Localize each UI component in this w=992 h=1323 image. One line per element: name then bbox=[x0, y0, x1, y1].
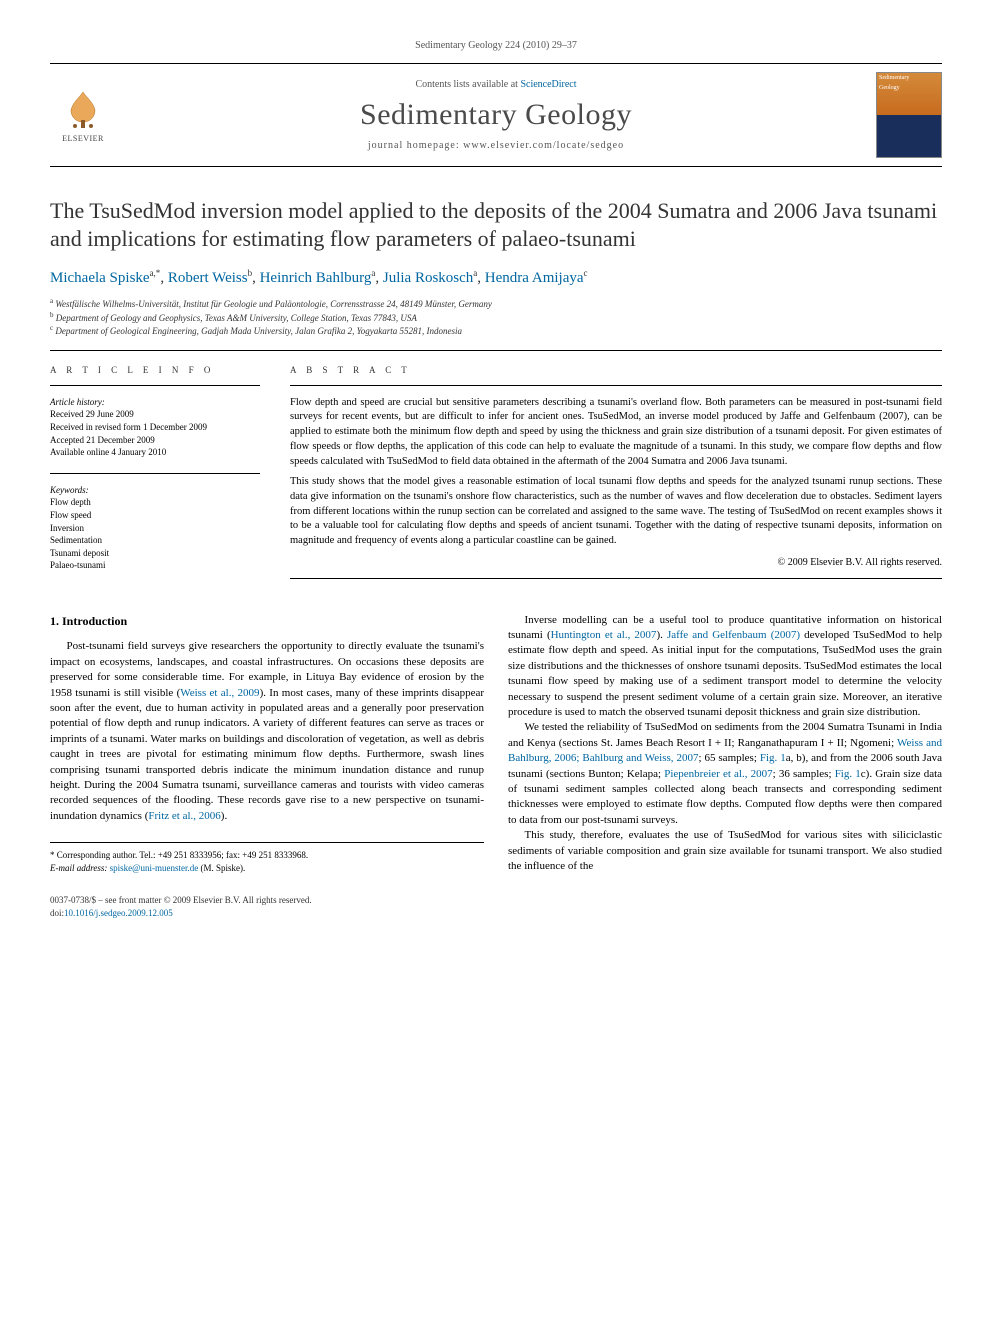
citation-link[interactable]: Weiss et al., 2009 bbox=[180, 687, 259, 699]
citation-link[interactable]: Piepenbreier et al., 2007 bbox=[664, 768, 772, 780]
body-para: This study, therefore, evaluates the use… bbox=[508, 828, 942, 874]
figure-link[interactable]: Fig. 1 bbox=[835, 768, 861, 780]
elsevier-logo: ELSEVIER bbox=[50, 79, 116, 151]
homepage-prefix: journal homepage: bbox=[368, 140, 463, 151]
doi-link[interactable]: 10.1016/j.sedgeo.2009.12.005 bbox=[64, 908, 173, 918]
author-link[interactable]: Julia Roskosch bbox=[383, 270, 473, 286]
homepage-line: journal homepage: www.elsevier.com/locat… bbox=[132, 140, 860, 151]
t: ). In most cases, many of these imprints… bbox=[50, 687, 484, 822]
abstract-para: This study shows that the model gives a … bbox=[290, 475, 942, 548]
corresponding-author-footnote: * Corresponding author. Tel.: +49 251 83… bbox=[50, 842, 484, 874]
article-page: Sedimentary Geology 224 (2010) 29–37 ELS… bbox=[0, 0, 992, 960]
section-heading: 1. Introduction bbox=[50, 613, 484, 630]
cover-label-bottom: Geology bbox=[877, 83, 941, 93]
author-marks: c bbox=[584, 268, 588, 278]
page-footer: 0037-0738/$ – see front matter © 2009 El… bbox=[50, 894, 942, 919]
abstract-copyright: © 2009 Elsevier B.V. All rights reserved… bbox=[290, 557, 942, 568]
t: developed TsuSedMod to help estimate flo… bbox=[508, 629, 942, 718]
elsevier-wordmark: ELSEVIER bbox=[62, 134, 104, 143]
affil-mark: a bbox=[50, 297, 53, 305]
author-marks: a bbox=[473, 268, 477, 278]
citation-link[interactable]: Fritz et al., 2006 bbox=[148, 810, 220, 822]
masthead: ELSEVIER Contents lists available at Sci… bbox=[50, 64, 942, 166]
author-link[interactable]: Heinrich Bahlburg bbox=[260, 270, 372, 286]
abstract-para: Flow depth and speed are crucial but sen… bbox=[290, 396, 942, 469]
keywords-label: Keywords: bbox=[50, 484, 260, 497]
author-link[interactable]: Robert Weiss bbox=[168, 270, 248, 286]
rule bbox=[290, 578, 942, 579]
article-info-col: A R T I C L E I N F O Article history: R… bbox=[50, 365, 260, 589]
email-label: E-mail address: bbox=[50, 863, 107, 873]
email-link[interactable]: spiske@uni-muenster.de bbox=[110, 863, 199, 873]
keyword: Palaeo-tsunami bbox=[50, 559, 260, 572]
affiliation: a Westfälische Wilhelms-Universität, Ins… bbox=[50, 297, 942, 311]
author-list: Michaela Spiskea,*, Robert Weissb, Heinr… bbox=[50, 268, 942, 287]
history-item: Received 29 June 2009 bbox=[50, 408, 260, 421]
cover-label-top: Sedimentary bbox=[877, 73, 941, 83]
author-marks: b bbox=[248, 268, 253, 278]
keyword: Flow depth bbox=[50, 496, 260, 509]
rule-under-masthead bbox=[50, 166, 942, 167]
body-para: We tested the reliability of TsuSedMod o… bbox=[508, 720, 942, 828]
t: We tested the reliability of TsuSedMod o… bbox=[508, 721, 942, 748]
author-link[interactable]: Michaela Spiske bbox=[50, 270, 150, 286]
affil-text: Department of Geological Engineering, Ga… bbox=[55, 326, 462, 336]
affiliation: b Department of Geology and Geophysics, … bbox=[50, 311, 942, 325]
rule bbox=[50, 385, 260, 386]
body-para: Inverse modelling can be a useful tool t… bbox=[508, 613, 942, 721]
t: ). bbox=[656, 629, 667, 641]
article-history: Article history: Received 29 June 2009 R… bbox=[50, 396, 260, 459]
affiliation: c Department of Geological Engineering, … bbox=[50, 324, 942, 338]
contents-line: Contents lists available at ScienceDirec… bbox=[132, 79, 860, 90]
footer-line1: 0037-0738/$ – see front matter © 2009 El… bbox=[50, 894, 942, 907]
t: ; 65 samples; bbox=[698, 752, 759, 764]
history-label: Article history: bbox=[50, 396, 260, 409]
email-name: (M. Spiske). bbox=[200, 863, 245, 873]
history-item: Accepted 21 December 2009 bbox=[50, 434, 260, 447]
keyword: Inversion bbox=[50, 522, 260, 535]
citation-link[interactable]: Jaffe and Gelfenbaum (2007) bbox=[667, 629, 800, 641]
author-marks: a,* bbox=[150, 268, 161, 278]
affil-text: Westfälische Wilhelms-Universität, Insti… bbox=[55, 299, 492, 309]
author-link[interactable]: Hendra Amijaya bbox=[485, 270, 584, 286]
rule bbox=[290, 385, 942, 386]
article-info-label: A R T I C L E I N F O bbox=[50, 365, 260, 375]
keyword: Sedimentation bbox=[50, 534, 260, 547]
homepage-url: www.elsevier.com/locate/sedgeo bbox=[463, 140, 624, 151]
keyword: Flow speed bbox=[50, 509, 260, 522]
journal-cover-thumb: Sedimentary Geology bbox=[876, 72, 942, 158]
t: This study, therefore, evaluates the use… bbox=[508, 829, 942, 872]
keyword: Tsunami deposit bbox=[50, 547, 260, 560]
elsevier-tree-icon bbox=[61, 88, 105, 132]
masthead-center: Contents lists available at ScienceDirec… bbox=[132, 79, 860, 151]
affiliations: a Westfälische Wilhelms-Universität, Ins… bbox=[50, 297, 942, 338]
body-columns: 1. Introduction Post-tsunami field surve… bbox=[50, 613, 942, 875]
info-abstract-row: A R T I C L E I N F O Article history: R… bbox=[50, 350, 942, 589]
author-marks: a bbox=[371, 268, 375, 278]
running-head: Sedimentary Geology 224 (2010) 29–37 bbox=[50, 40, 942, 51]
keywords-block: Keywords: Flow depth Flow speed Inversio… bbox=[50, 484, 260, 572]
corr-author-line: * Corresponding author. Tel.: +49 251 83… bbox=[50, 850, 308, 860]
history-item: Available online 4 January 2010 bbox=[50, 446, 260, 459]
history-item: Received in revised form 1 December 2009 bbox=[50, 421, 260, 434]
contents-prefix: Contents lists available at bbox=[415, 79, 520, 90]
t: ). bbox=[221, 810, 227, 822]
doi-prefix: doi: bbox=[50, 908, 64, 918]
affil-text: Department of Geology and Geophysics, Te… bbox=[56, 313, 417, 323]
journal-name: Sedimentary Geology bbox=[132, 98, 860, 132]
t: ; 36 samples; bbox=[773, 768, 835, 780]
article-title: The TsuSedMod inversion model applied to… bbox=[50, 197, 942, 252]
body-para: Post-tsunami field surveys give research… bbox=[50, 639, 484, 824]
sciencedirect-link[interactable]: ScienceDirect bbox=[520, 79, 576, 90]
abstract-label: A B S T R A C T bbox=[290, 365, 942, 375]
rule bbox=[50, 473, 260, 474]
affil-mark: c bbox=[50, 324, 53, 332]
figure-link[interactable]: Fig. 1 bbox=[760, 752, 786, 764]
citation-link[interactable]: Huntington et al., 2007 bbox=[551, 629, 657, 641]
abstract-col: A B S T R A C T Flow depth and speed are… bbox=[290, 365, 942, 589]
abstract-text: Flow depth and speed are crucial but sen… bbox=[290, 396, 942, 549]
affil-mark: b bbox=[50, 311, 54, 319]
